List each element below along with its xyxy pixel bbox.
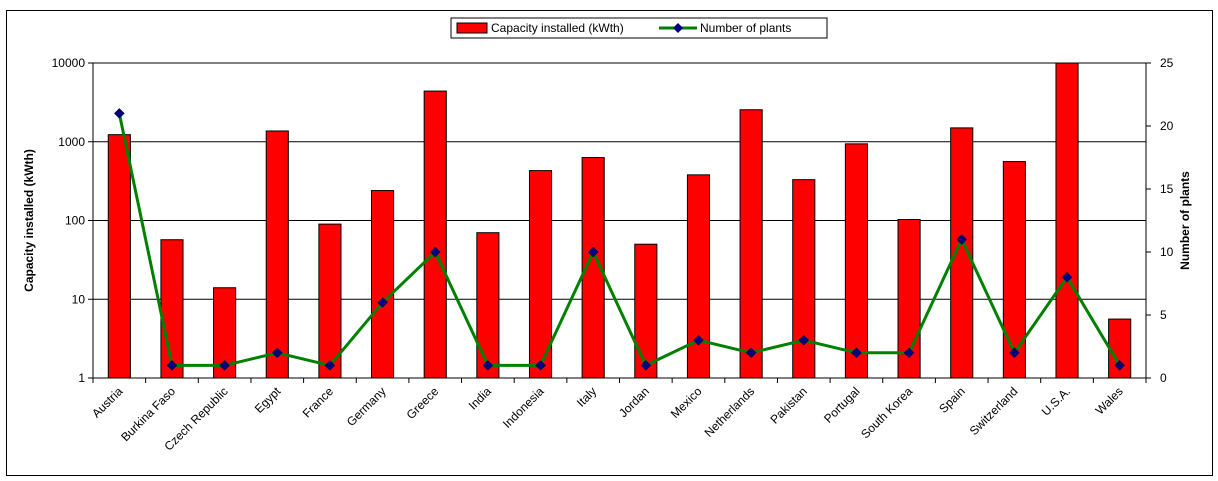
- gridlines: [93, 62, 1146, 379]
- left-axis-tick-label: 1: [78, 371, 85, 385]
- left-axis-tick-label: 1000: [58, 135, 85, 149]
- legend: Capacity installed (kWth) Number of plan…: [450, 17, 828, 39]
- plants-marker-czech-republic: [219, 360, 230, 371]
- x-axis-tick-label: Jordan: [616, 384, 652, 420]
- plants-marker-pakistan: [798, 334, 810, 346]
- x-axis-tick-label: Netherlands: [702, 384, 758, 440]
- plants-marker-austria: [113, 108, 125, 119]
- legend-swatch-plants-marker: [673, 23, 683, 33]
- x-axis-tick-label: Portugal: [821, 384, 863, 426]
- x-axis-tick-label: Spain: [936, 384, 968, 416]
- x-axis-tick-label: Mexico: [668, 384, 705, 421]
- plants-marker-jordan: [640, 360, 652, 371]
- plants-marker-egypt: [271, 347, 283, 359]
- plants-marker-germany: [377, 297, 388, 308]
- right-axis-tick-label: 25: [1160, 56, 1174, 70]
- bar-jordan: [634, 243, 658, 379]
- bar-germany: [371, 190, 395, 379]
- x-axis-tick-label: India: [466, 384, 495, 413]
- plants-marker-mexico: [693, 334, 704, 346]
- x-axis-tick-label: France: [300, 384, 337, 421]
- right-axis-ticks: 0 5 10 15 20 25: [1146, 56, 1174, 385]
- x-axis-tick-label: Austria: [89, 384, 126, 421]
- plants-marker-italy: [587, 246, 599, 258]
- plants-marker-spain: [956, 234, 968, 245]
- bar-mexico: [686, 174, 711, 379]
- plants-marker-wales: [1114, 360, 1126, 371]
- plants-marker-france: [324, 360, 336, 371]
- plants-marker-indonesia: [535, 360, 546, 371]
- right-axis-tick-label: 10: [1160, 245, 1174, 259]
- x-axis-tick-label: Indonesia: [500, 384, 547, 431]
- x-axis-tick-label: Wales: [1093, 384, 1126, 417]
- plants-line: [117, 113, 1121, 367]
- chart-frame: 1 10 100 1000 10000 0 5 10 15 20 25 Austria Burkin…: [6, 10, 1213, 476]
- plants-marker-greece: [429, 246, 441, 258]
- left-axis-tick-label: 100: [65, 214, 85, 228]
- x-axis-tick-label: Switzerland: [967, 384, 1021, 438]
- x-axis-tick-label: Egypt: [252, 384, 284, 416]
- plants-marker-netherlands: [745, 347, 757, 359]
- x-axis-tick-label: Germany: [344, 384, 389, 429]
- plants-marker-india: [482, 360, 494, 371]
- x-axis-tick-label: Italy: [574, 384, 599, 409]
- right-axis-tick-label: 15: [1160, 182, 1174, 196]
- x-axis-tick-label: Pakistan: [767, 384, 809, 426]
- plants-marker-burkina-faso: [166, 360, 178, 371]
- combo-chart: 1 10 100 1000 10000 0 5 10 15 20 25 AustriaBurkin…: [22, 17, 1192, 454]
- plants-marker-switzerland: [1009, 347, 1020, 359]
- left-axis-tick-label: 10: [72, 292, 86, 306]
- legend-label-capacity: Capacity installed (kWth): [491, 21, 624, 35]
- bar-u-s-a-: [1055, 62, 1079, 379]
- bar-egypt: [265, 130, 289, 379]
- bar-netherlands: [739, 109, 763, 379]
- bar-portugal: [844, 143, 868, 379]
- bar-pakistan: [792, 179, 816, 379]
- bar-austria: [107, 134, 131, 379]
- right-axis-tick-label: 20: [1160, 119, 1174, 133]
- bar-burkina-faso: [160, 239, 184, 379]
- x-axis-tick-label: Greece: [404, 384, 442, 422]
- plants-marker-u-s-a-: [1061, 271, 1073, 283]
- plants-marker-portugal: [851, 347, 862, 359]
- x-axis-tick-label: South Korea: [858, 384, 915, 441]
- left-axis-tick-label: 10000: [52, 56, 86, 70]
- bar-switzerland: [1002, 161, 1026, 379]
- left-axis-ticks: 1 10 100 1000 10000: [52, 56, 93, 385]
- plants-marker-south-korea: [903, 347, 915, 359]
- left-axis-title: Capacity installed (kWth): [22, 149, 36, 292]
- bar-greece: [423, 90, 447, 379]
- bar-india: [476, 232, 500, 379]
- legend-swatch-capacity: [456, 22, 488, 34]
- right-axis-tick-label: 0: [1160, 371, 1167, 385]
- x-axis-tick-label: U.S.A.: [1039, 384, 1073, 418]
- right-axis-tick-label: 5: [1160, 308, 1167, 322]
- legend-label-plants: Number of plants: [700, 21, 791, 35]
- right-axis-title: Number of plants: [1178, 171, 1192, 270]
- legend-box: [450, 17, 828, 39]
- line-series: [113, 108, 1126, 371]
